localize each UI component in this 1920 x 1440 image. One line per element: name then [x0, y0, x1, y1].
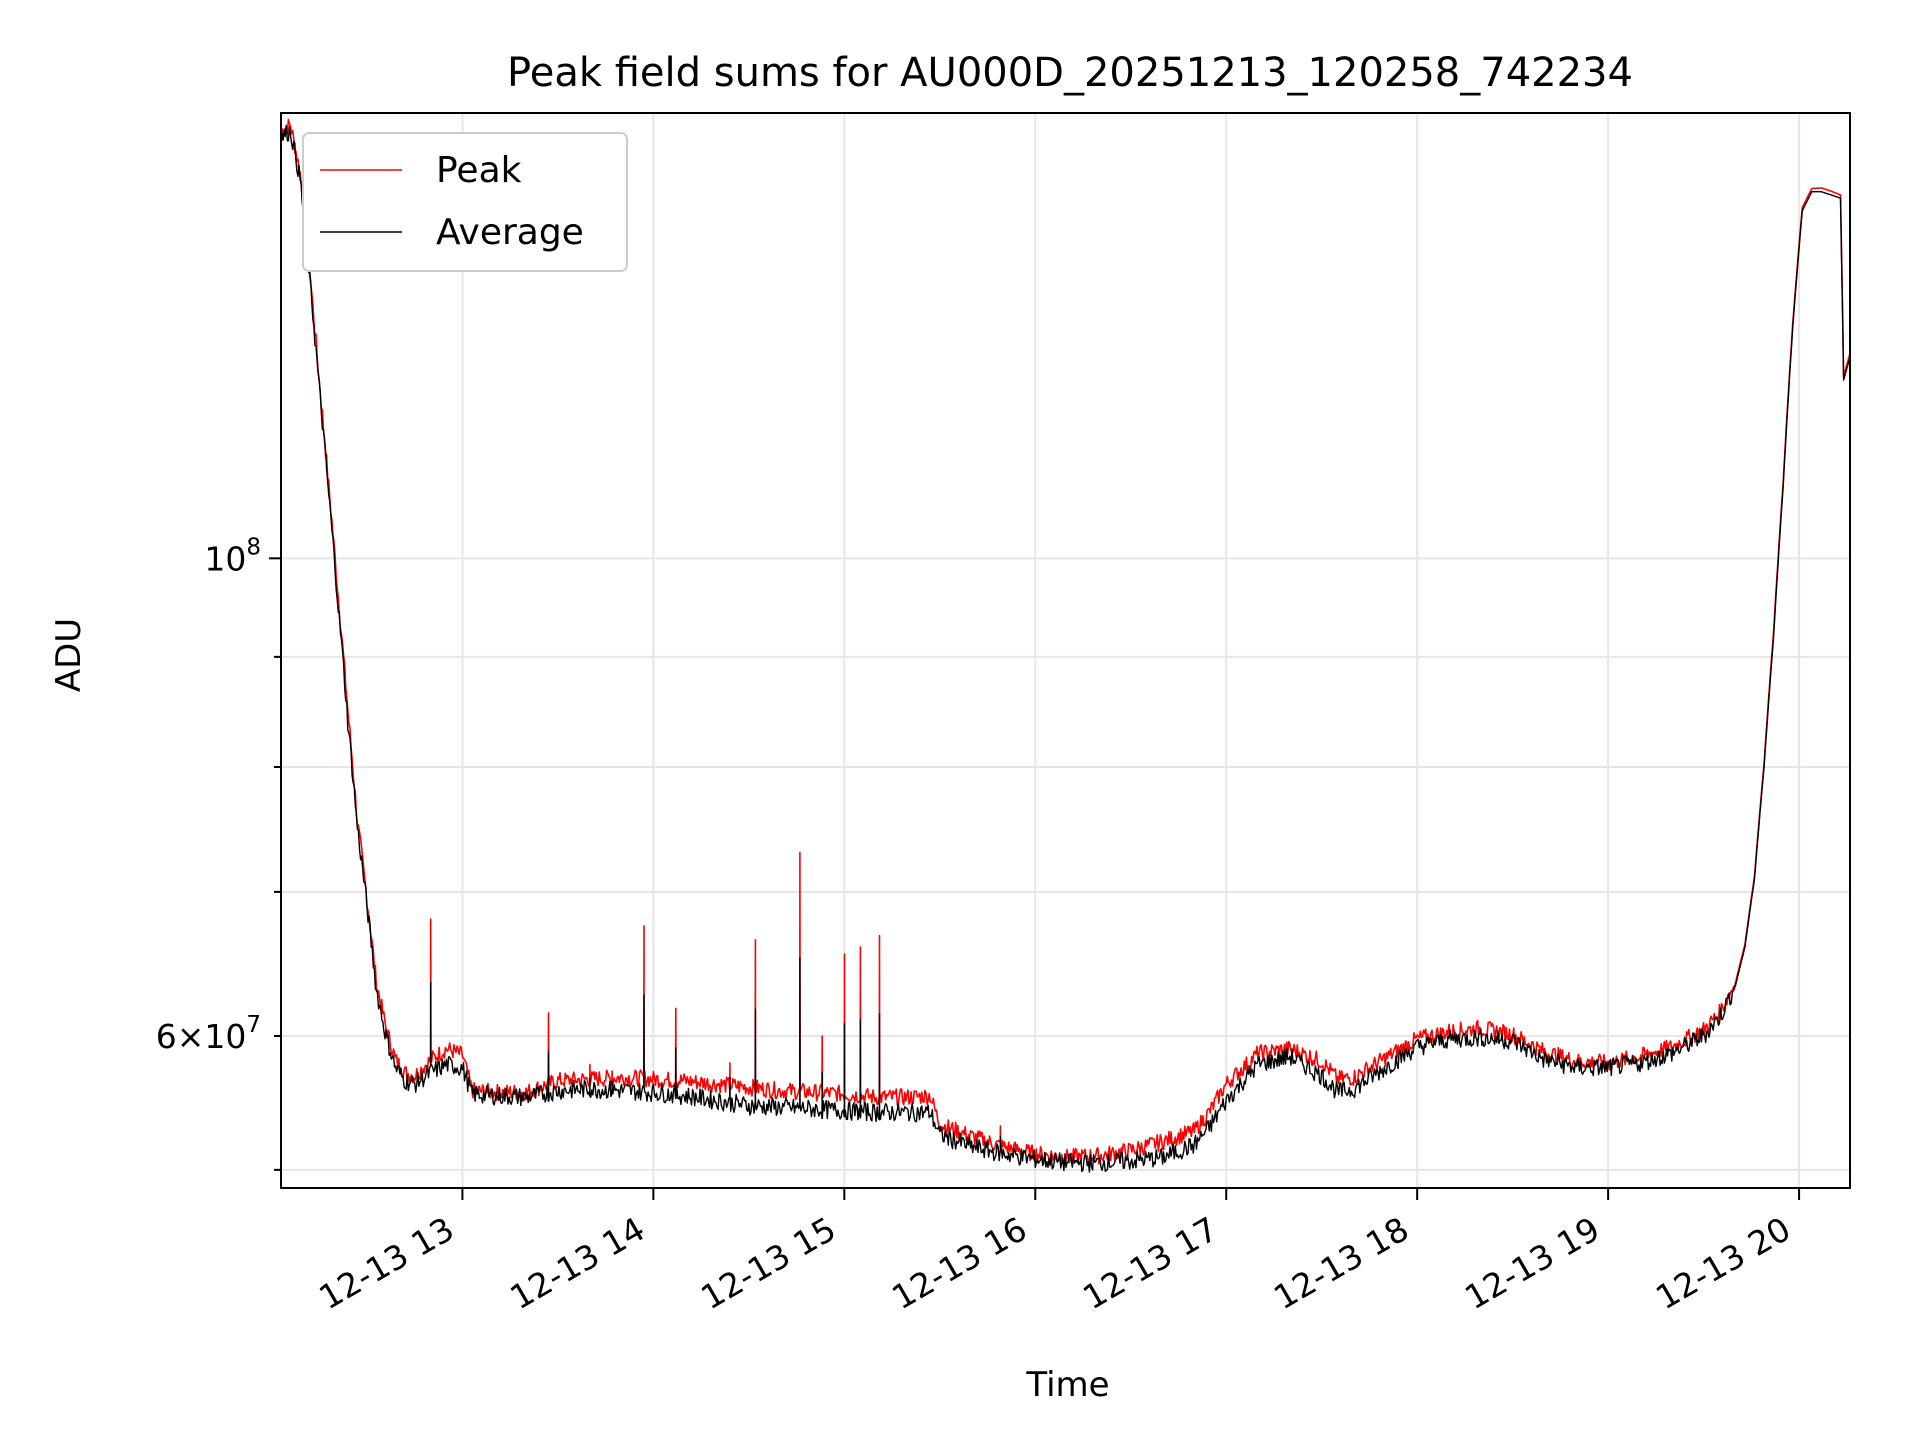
- legend-label-average: Average: [436, 212, 584, 253]
- series-layer: [280, 118, 1851, 1173]
- legend: Peak Average: [302, 132, 628, 272]
- legend-label-peak: Peak: [436, 150, 522, 191]
- legend-box: [302, 132, 628, 272]
- chart-title: Peak field sums for AU000D_20251213_1202…: [507, 50, 1633, 96]
- plot-frame: [280, 112, 1851, 1189]
- x-axis-label: Time: [1025, 1365, 1109, 1405]
- grid: [281, 113, 1850, 1188]
- y-axis-label: ADU: [49, 618, 89, 692]
- y-tick-label: 6×107: [156, 1012, 261, 1056]
- y-tick-label: 108: [204, 534, 261, 578]
- series-average-line: [280, 124, 1851, 1173]
